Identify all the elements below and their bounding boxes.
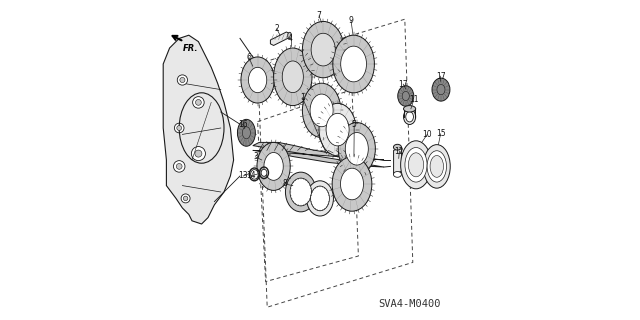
Circle shape (181, 194, 190, 203)
Ellipse shape (261, 169, 267, 176)
Ellipse shape (404, 109, 416, 124)
Ellipse shape (432, 78, 450, 101)
Ellipse shape (430, 156, 444, 177)
Ellipse shape (401, 141, 431, 189)
Ellipse shape (290, 178, 312, 206)
Ellipse shape (310, 94, 333, 127)
Text: 6: 6 (246, 53, 252, 62)
Circle shape (177, 75, 188, 85)
Circle shape (195, 150, 202, 157)
Text: 10: 10 (422, 130, 432, 139)
Text: 7: 7 (317, 12, 321, 20)
Polygon shape (253, 142, 384, 167)
Ellipse shape (402, 92, 410, 100)
Text: 8: 8 (282, 180, 287, 188)
Polygon shape (394, 147, 402, 174)
Circle shape (180, 77, 185, 83)
Ellipse shape (408, 153, 424, 177)
Ellipse shape (340, 168, 364, 200)
Polygon shape (163, 35, 234, 224)
Ellipse shape (340, 46, 367, 82)
Circle shape (193, 97, 204, 108)
Polygon shape (270, 32, 290, 45)
Text: 2: 2 (275, 24, 279, 33)
Ellipse shape (319, 103, 356, 156)
Ellipse shape (307, 181, 333, 216)
Circle shape (191, 147, 205, 161)
Ellipse shape (250, 170, 258, 179)
Ellipse shape (237, 119, 255, 146)
Circle shape (196, 100, 201, 105)
Ellipse shape (257, 142, 291, 190)
Text: 15: 15 (436, 129, 445, 138)
Ellipse shape (264, 153, 284, 180)
Ellipse shape (241, 57, 275, 103)
Ellipse shape (394, 144, 401, 150)
Circle shape (173, 161, 185, 172)
Ellipse shape (288, 32, 292, 39)
Text: 9: 9 (349, 16, 353, 25)
Ellipse shape (394, 172, 401, 177)
Ellipse shape (332, 157, 372, 211)
Circle shape (174, 123, 184, 133)
Ellipse shape (404, 106, 416, 112)
Text: 1: 1 (300, 93, 305, 102)
Ellipse shape (398, 86, 414, 106)
Text: 13: 13 (238, 172, 248, 180)
Text: 4: 4 (288, 34, 293, 43)
Circle shape (183, 196, 188, 201)
Text: 3: 3 (253, 152, 258, 161)
Ellipse shape (405, 148, 427, 182)
Ellipse shape (339, 123, 376, 175)
Circle shape (177, 164, 182, 169)
Text: 17: 17 (436, 72, 445, 81)
Circle shape (177, 125, 182, 131)
Ellipse shape (310, 186, 330, 211)
Text: 5: 5 (352, 120, 356, 129)
Ellipse shape (427, 151, 447, 182)
Text: 17: 17 (398, 80, 408, 89)
Ellipse shape (311, 33, 335, 66)
Ellipse shape (248, 67, 267, 93)
Ellipse shape (346, 132, 368, 165)
Text: FR.: FR. (183, 44, 198, 53)
Ellipse shape (282, 61, 303, 93)
Ellipse shape (303, 83, 341, 138)
Ellipse shape (333, 35, 374, 93)
Text: 12: 12 (395, 147, 404, 156)
Ellipse shape (406, 112, 413, 122)
Ellipse shape (326, 113, 349, 146)
Ellipse shape (424, 145, 451, 188)
Text: 14: 14 (246, 172, 256, 180)
Text: 16: 16 (237, 120, 248, 129)
Text: SVA4-M0400: SVA4-M0400 (378, 299, 441, 309)
Ellipse shape (243, 127, 250, 139)
Ellipse shape (285, 172, 316, 212)
Ellipse shape (302, 21, 344, 78)
Ellipse shape (274, 48, 312, 106)
Ellipse shape (437, 84, 445, 95)
Text: 11: 11 (409, 95, 419, 104)
